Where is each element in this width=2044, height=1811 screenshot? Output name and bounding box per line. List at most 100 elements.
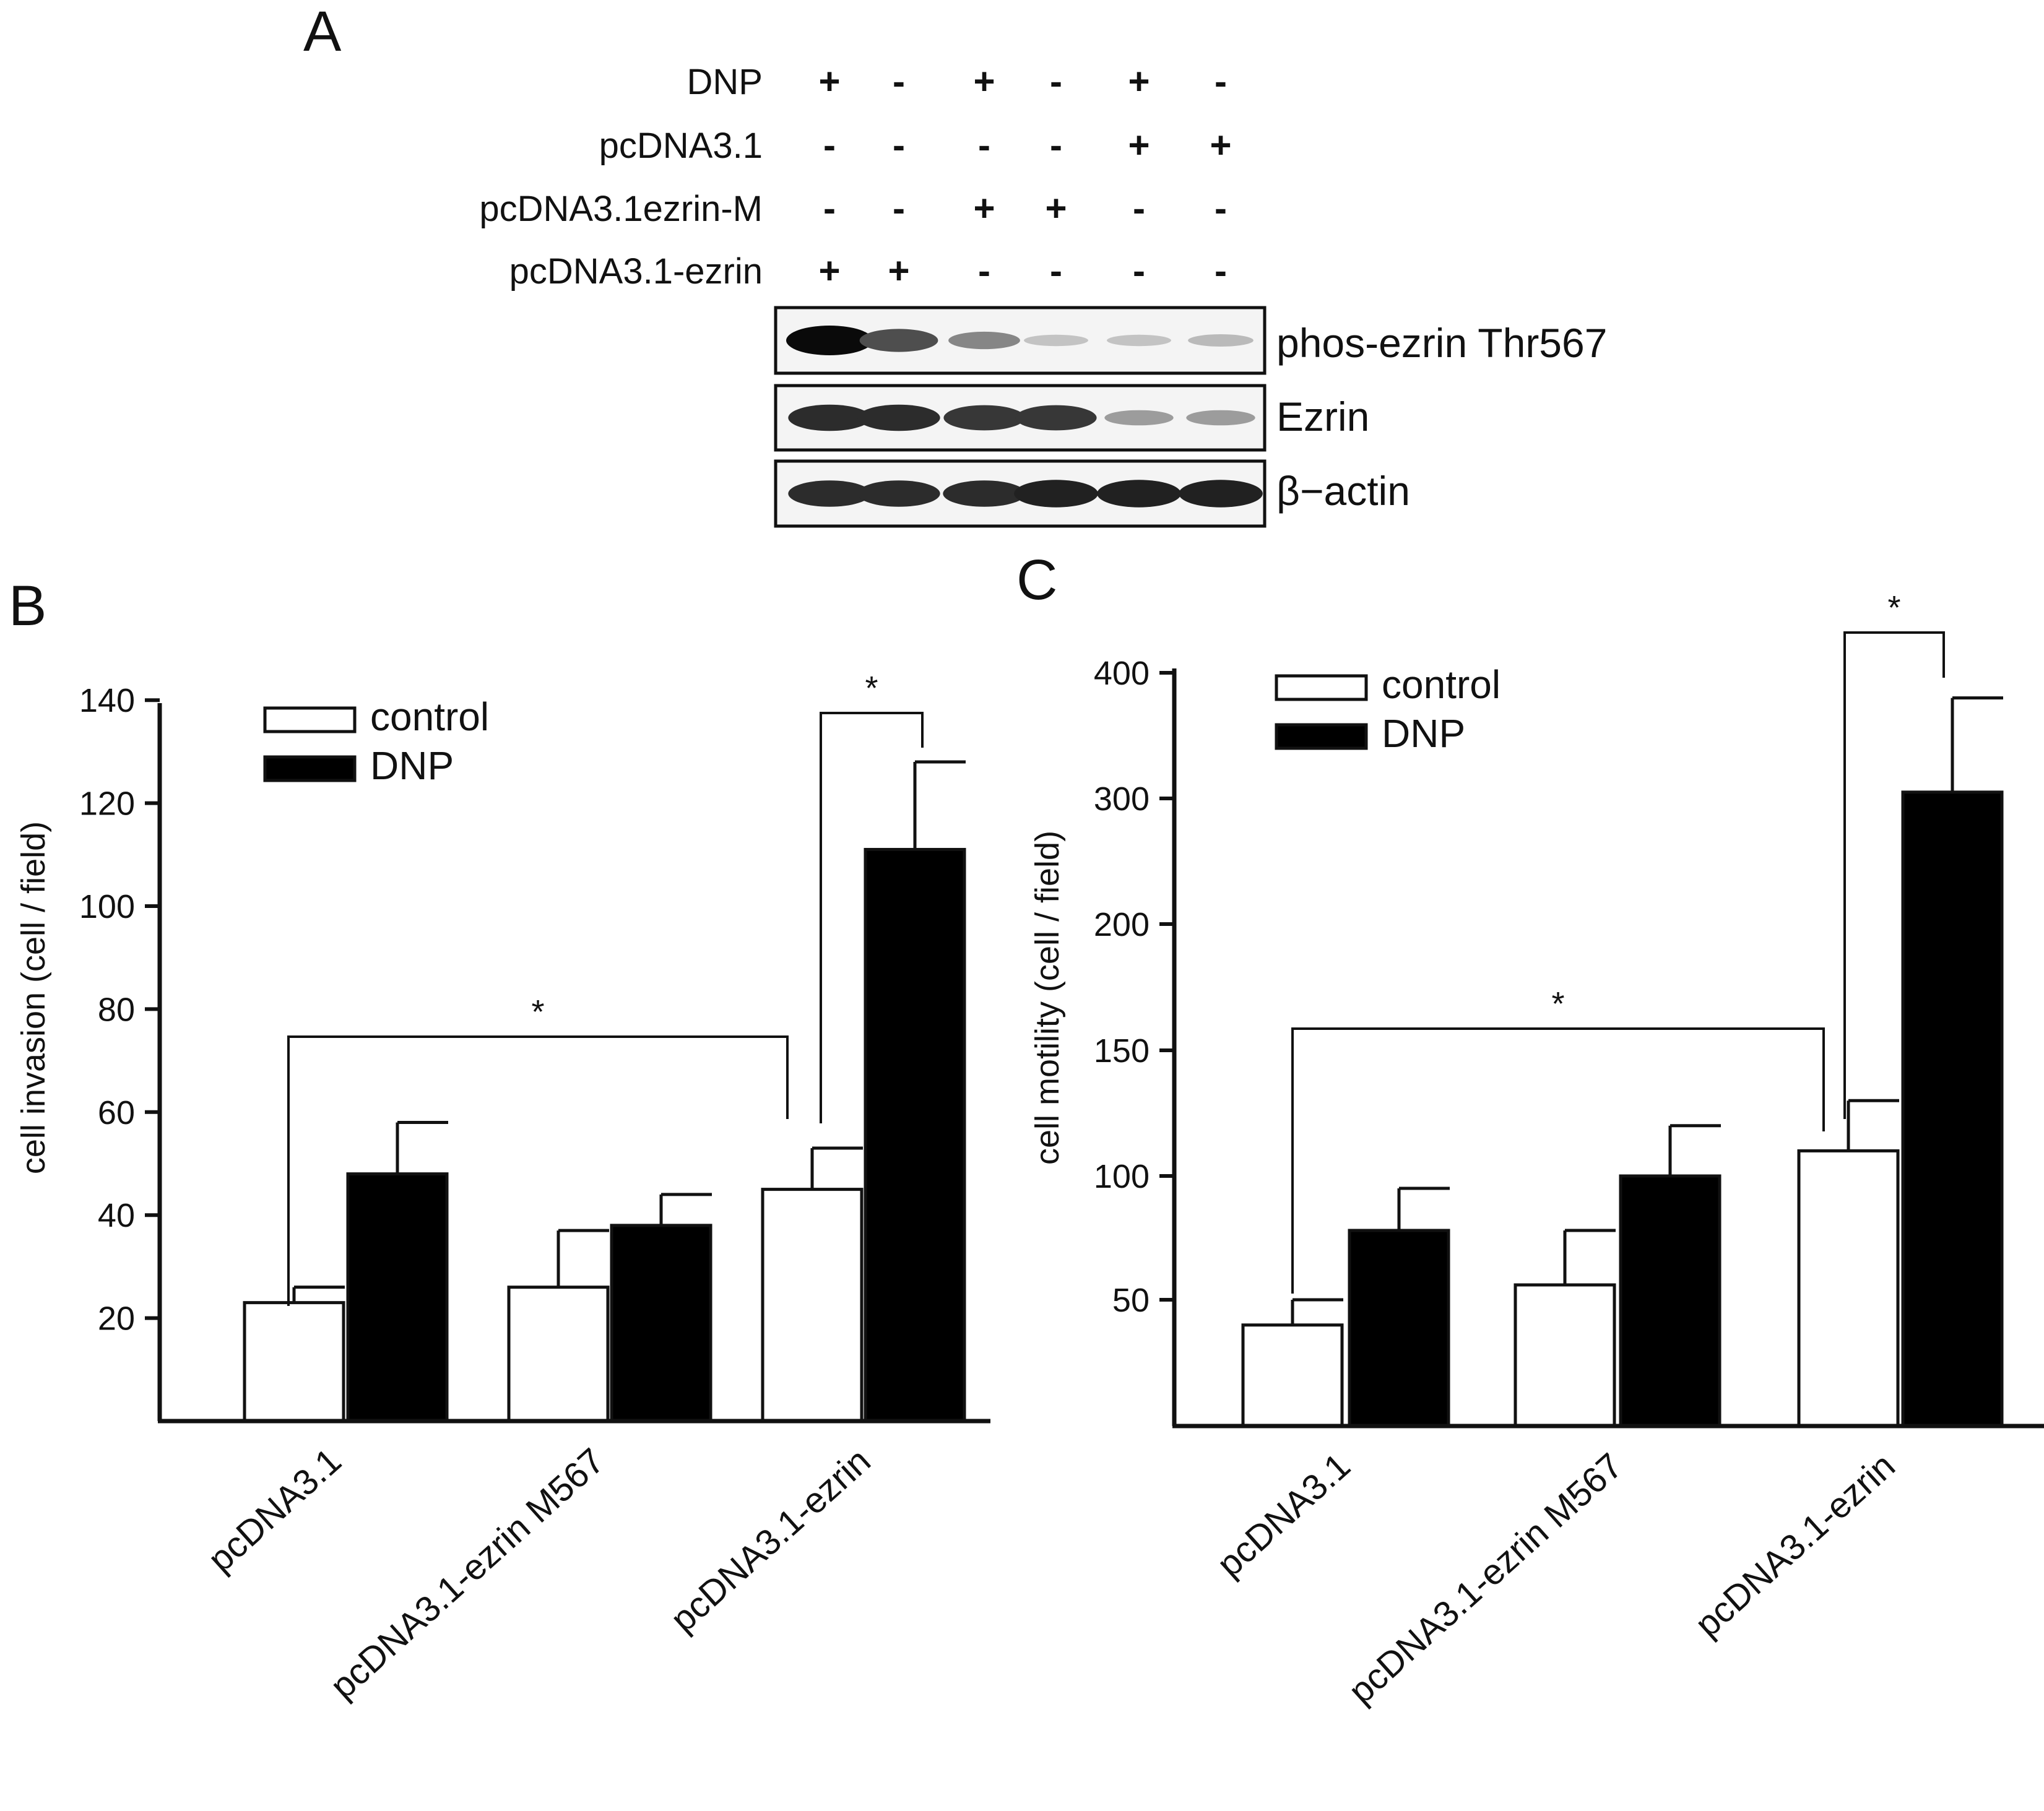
legend-label-control: control xyxy=(1382,662,1501,707)
significance-bracket xyxy=(820,712,924,1123)
chart-c-cell-motility: 50 100 150 200 300 400 pcDNA3.1pcDNA3.1-ezrin … xyxy=(1029,589,2044,1711)
bar-dnp-3 xyxy=(864,847,966,1423)
panel-c-letter: C xyxy=(1016,548,1057,612)
condition-sign: + xyxy=(888,250,909,292)
condition-sign: - xyxy=(893,124,905,166)
bar-control-3 xyxy=(761,1188,864,1423)
condition-label-pcdna31-ezrin: pcDNA3.1-ezrin xyxy=(509,251,763,292)
blot-band xyxy=(857,404,940,431)
condition-signs: + - + - + - - - - - + + - - + + - - + + - - - - xyxy=(818,61,1231,292)
legend-label-control: control xyxy=(370,694,489,739)
significance-star: * xyxy=(1551,985,1564,1022)
blot-band xyxy=(1179,480,1263,508)
blot-band xyxy=(1186,410,1255,426)
condition-sign: - xyxy=(1215,188,1227,229)
y-tick-label: 300 xyxy=(1094,780,1150,818)
condition-table: DNP pcDNA3.1 pcDNA3.1ezrin-M pcDNA3.1-ez… xyxy=(479,62,763,292)
condition-sign: + xyxy=(818,61,840,102)
blot-band xyxy=(943,480,1026,507)
bar-control-1 xyxy=(243,1301,345,1423)
condition-sign: + xyxy=(973,188,995,229)
bar-control-2 xyxy=(507,1286,610,1423)
condition-sign: - xyxy=(1050,61,1062,102)
blot-band xyxy=(1015,405,1097,431)
blot-label-beta-actin: β−actin xyxy=(1276,468,1410,514)
chart-c-ylabel: cell motility (cell / field) xyxy=(1029,831,1066,1165)
significance-star: * xyxy=(1887,589,1900,626)
condition-sign: - xyxy=(1215,61,1227,102)
bar-dnp-1 xyxy=(1348,1229,1450,1428)
bar-dnp-2 xyxy=(610,1224,712,1423)
blot-band xyxy=(788,480,871,507)
significance-bracket xyxy=(1843,631,1945,1119)
bar-control-2 xyxy=(1514,1283,1616,1428)
blot-label-ezrin: Ezrin xyxy=(1276,394,1369,439)
y-tick-label: 100 xyxy=(1094,1158,1150,1195)
condition-sign: + xyxy=(1045,188,1067,229)
chart-b-cell-invasion: 20 40 60 80 100 120 140 pcDNA3.1pcDNA3.1-ezrin … xyxy=(15,670,990,1706)
condition-label-pcdna31-ezrin-m: pcDNA3.1ezrin-M xyxy=(479,189,763,229)
condition-sign: - xyxy=(893,188,905,229)
category-label: pcDNA3.1-ezrin M567 xyxy=(1341,1445,1630,1711)
blot-band xyxy=(1097,480,1181,508)
blot-band xyxy=(859,329,938,352)
category-label: pcDNA3.1 xyxy=(1210,1445,1358,1584)
bar-control-3 xyxy=(1797,1149,1900,1428)
chart-b-ylabel: cell invasion (cell / field) xyxy=(15,821,52,1174)
y-tick-label: 100 xyxy=(79,888,135,925)
y-tick-label: 120 xyxy=(79,785,135,823)
blot-band xyxy=(788,404,871,431)
blot-band xyxy=(943,405,1025,431)
condition-sign: - xyxy=(893,61,905,102)
legend-swatch-control xyxy=(1275,674,1368,701)
panel-b-letter: B xyxy=(9,574,46,638)
significance-bracket xyxy=(1291,1027,1825,1294)
condition-label-dnp: DNP xyxy=(687,62,763,102)
bar-dnp-3 xyxy=(1901,790,2004,1428)
condition-sign: - xyxy=(1215,250,1227,292)
significance-star: * xyxy=(531,993,544,1031)
condition-sign: - xyxy=(1133,188,1145,229)
significance-bracket xyxy=(287,1035,789,1306)
legend-swatch-control xyxy=(263,706,357,733)
blot-band xyxy=(1107,334,1171,347)
panel-a-letter: A xyxy=(303,0,342,63)
condition-sign: - xyxy=(823,188,836,229)
blot-band xyxy=(857,480,940,507)
blot-label-phos-ezrin: phos-ezrin Thr567 xyxy=(1276,320,1607,366)
condition-sign: + xyxy=(973,61,995,102)
bar-dnp-2 xyxy=(1619,1174,1721,1428)
y-tick-label: 140 xyxy=(79,682,135,719)
legend-label-dnp: DNP xyxy=(370,743,454,788)
condition-sign: + xyxy=(818,250,840,292)
condition-sign: + xyxy=(1128,124,1150,166)
legend-swatch-dnp xyxy=(263,755,357,782)
condition-sign: - xyxy=(1050,124,1062,166)
blot-band xyxy=(1014,480,1098,508)
legend-label-dnp: DNP xyxy=(1382,711,1465,756)
y-tick-label: 20 xyxy=(98,1300,135,1338)
significance-star: * xyxy=(865,670,878,707)
condition-label-pcdna31: pcDNA3.1 xyxy=(599,126,763,166)
condition-sign: + xyxy=(1210,124,1231,166)
bar-control-1 xyxy=(1241,1323,1344,1428)
blot-band xyxy=(948,331,1020,350)
y-tick-label: 60 xyxy=(98,1094,135,1131)
y-tick-label: 200 xyxy=(1094,906,1150,943)
condition-sign: - xyxy=(823,124,836,166)
condition-sign: - xyxy=(1050,250,1062,292)
condition-sign: + xyxy=(1128,61,1150,102)
bar-dnp-1 xyxy=(346,1172,449,1423)
blot-band xyxy=(1188,334,1254,347)
y-tick-label: 150 xyxy=(1094,1032,1150,1070)
y-tick-label: 50 xyxy=(1112,1282,1150,1319)
condition-sign: - xyxy=(978,124,990,166)
blot-band xyxy=(1104,410,1174,426)
blot-band xyxy=(1024,334,1088,347)
blot-band xyxy=(786,326,873,355)
y-tick-label: 400 xyxy=(1094,655,1150,692)
y-tick-label: 40 xyxy=(98,1197,135,1234)
category-label: pcDNA3.1-ezrin M567 xyxy=(323,1440,612,1706)
y-tick-label: 80 xyxy=(98,991,135,1028)
